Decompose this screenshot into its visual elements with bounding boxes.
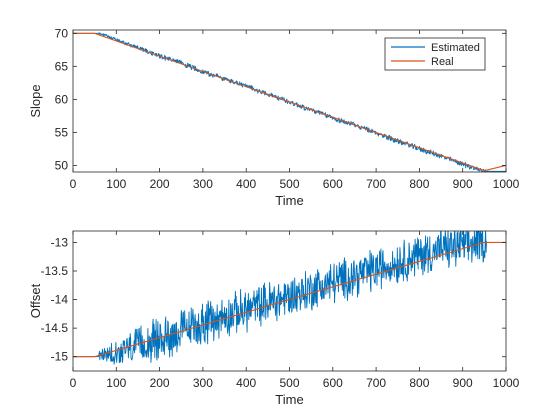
y-axis-label: Slope bbox=[28, 84, 43, 117]
series-group bbox=[73, 231, 506, 365]
x-tick-label: 900 bbox=[453, 177, 473, 191]
x-tick-label: 400 bbox=[236, 376, 256, 390]
y-tick-label: 60 bbox=[55, 92, 69, 106]
x-tick-label: 700 bbox=[366, 376, 386, 390]
y-tick-label: -13 bbox=[51, 235, 69, 249]
legend-box bbox=[384, 37, 486, 71]
x-tick-label: 1000 bbox=[493, 376, 520, 390]
x-tick-label: 200 bbox=[150, 376, 170, 390]
series-line-real bbox=[73, 32, 506, 172]
y-tick-label: -14.5 bbox=[41, 321, 69, 335]
y-tick-label: 50 bbox=[55, 158, 69, 172]
y-tick-label: 65 bbox=[55, 59, 69, 73]
series-group bbox=[73, 32, 506, 172]
x-tick-label: 0 bbox=[70, 177, 77, 191]
y-tick-label: -14 bbox=[51, 293, 69, 307]
legend-entry-estimated: Estimated bbox=[431, 42, 480, 54]
x-tick-label: 1000 bbox=[493, 177, 520, 191]
x-tick-label: 600 bbox=[323, 177, 343, 191]
y-tick-label: -15 bbox=[51, 350, 69, 364]
x-tick-label: 600 bbox=[323, 376, 343, 390]
series-line-estimated bbox=[73, 32, 506, 172]
x-tick-label: 800 bbox=[409, 376, 429, 390]
x-tick-label: 900 bbox=[453, 376, 473, 390]
y-tick-label: 70 bbox=[55, 26, 69, 40]
x-axis-label: Time bbox=[275, 193, 303, 208]
x-tick-label: 300 bbox=[193, 177, 213, 191]
x-tick-label: 500 bbox=[279, 177, 299, 191]
panels: 0 100 200 300 400 500 600 700 800 900 100050556065… bbox=[28, 26, 520, 407]
x-tick-label: 200 bbox=[150, 177, 170, 191]
x-tick-label: 100 bbox=[106, 376, 126, 390]
y-tick-label: -13.5 bbox=[41, 264, 69, 278]
series-line-real bbox=[73, 241, 506, 358]
x-tick-label: 500 bbox=[279, 376, 299, 390]
panel-1: 0 100 200 300 400 500 600 700 800 900 1000 50 55 60 65… bbox=[28, 26, 520, 208]
x-tick-label: 700 bbox=[366, 177, 386, 191]
y-axis-label: Offset bbox=[28, 283, 43, 318]
y-tick-label: 55 bbox=[55, 125, 69, 139]
x-tick-label: 100 bbox=[106, 177, 126, 191]
x-tick-label: 0 bbox=[70, 376, 77, 390]
legend-entry-real: Real bbox=[431, 56, 454, 68]
legend: Estimated Real bbox=[384, 37, 486, 71]
panel-2: 0 100 200 300 400 500 600 700 800 900 1000 -15 -14.5… bbox=[28, 230, 520, 407]
x-tick-label: 400 bbox=[236, 177, 256, 191]
series-line-estimated bbox=[73, 231, 506, 365]
x-axis-label: Time bbox=[275, 392, 303, 407]
x-tick-label: 300 bbox=[193, 376, 213, 390]
x-tick-label: 800 bbox=[409, 177, 429, 191]
